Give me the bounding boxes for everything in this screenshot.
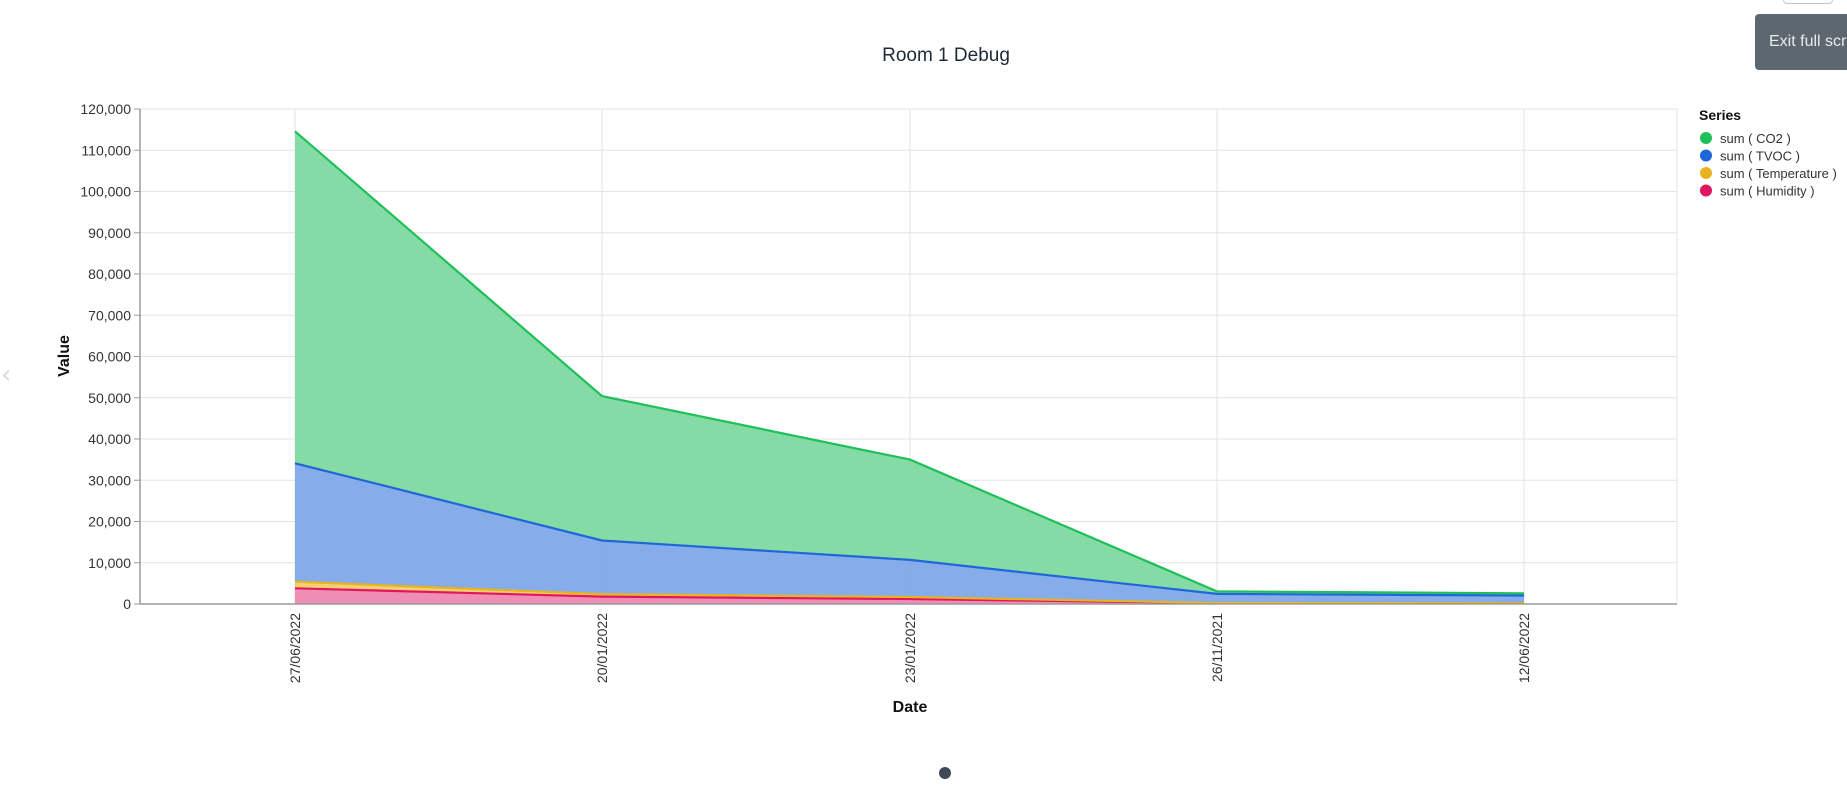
y-tick-label: 60,000 [88,349,131,365]
x-tick-label: 12/06/2022 [1516,613,1532,683]
y-tick-label: 40,000 [88,431,131,447]
y-tick-label: 80,000 [88,266,131,282]
legend-label: sum ( CO2 ) [1720,131,1791,146]
x-tick-label: 23/01/2022 [902,613,918,683]
line-sum-tvoc [294,462,1525,597]
y-tick-label: 110,000 [81,142,131,158]
legend-marker [1700,149,1712,162]
area-sum-humidity [295,588,1524,604]
y-tick-label: 90,000 [88,225,131,241]
y-axis-label: Value [56,335,73,377]
line-sum-temperature [294,580,1525,605]
y-tick-label: 120,000 [80,101,131,117]
x-axis-label: Date [893,699,928,716]
legend-label: sum ( Humidity ) [1720,184,1815,199]
axes [134,108,1677,605]
series-lines [294,130,1525,605]
x-tick-label: 27/06/2022 [287,613,303,683]
y-tick-label: 0 [123,596,131,612]
legend-label: sum ( Temperature ) [1720,166,1837,181]
y-tick-label: 70,000 [88,307,131,323]
y-tick-label: 20,000 [88,514,131,530]
area-sum-tvoc [295,463,1524,604]
y-tick-label: 10,000 [88,555,131,571]
legend-item[interactable]: sum ( Temperature ) [1700,166,1837,181]
legend-label: sum ( TVOC ) [1720,149,1800,164]
x-tick-labels: 27/06/2022 20/01/2022 23/01/2022 26/11/2021… [287,613,1532,683]
exit-fullscreen-button[interactable]: Exit full screen [1755,14,1847,70]
legend-marker [1700,184,1712,197]
line-sum-co2 [294,130,1525,595]
y-tick-label: 30,000 [88,472,131,488]
y-tick-labels: 0 10,000 20,000 30,000 40,000 50,000 60,000 70,… [80,101,131,612]
legend-item[interactable]: sum ( TVOC ) [1700,149,1800,164]
x-tick-label: 20/01/2022 [594,613,610,683]
slide-indicator-dot[interactable] [939,767,951,779]
area-sum-co2 [295,131,1524,596]
chevron-left-icon[interactable]: ‹ [1,360,12,390]
legend-marker [1700,132,1712,144]
legend-item[interactable]: sum ( CO2 ) [1700,131,1791,146]
y-tick-label: 100,000 [80,184,131,200]
chart-title: Room 1 Debug [882,45,1010,66]
legend-marker [1700,167,1712,179]
x-tick-label: 26/11/2021 [1209,613,1225,682]
legend-item[interactable]: sum ( Humidity ) [1700,184,1815,199]
legend-title: Series [1699,107,1741,123]
y-tick-label: 50,000 [88,390,131,406]
legend: Series sum ( CO2 ) sum ( TVOC ) sum ( Temp… [1699,107,1837,199]
